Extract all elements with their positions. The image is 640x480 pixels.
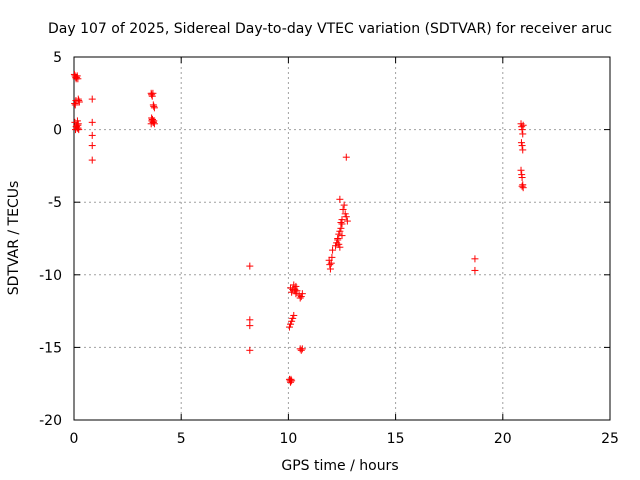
data-point <box>342 213 350 221</box>
data-point <box>338 232 346 240</box>
data-point <box>340 201 348 209</box>
data-point <box>150 102 158 110</box>
data-point <box>285 323 293 331</box>
data-point <box>88 142 96 150</box>
y-axis-label: SDTVAR / TECUs <box>6 181 22 296</box>
data-point <box>74 124 82 132</box>
data-point <box>150 120 158 128</box>
data-point <box>287 320 295 328</box>
data-point <box>289 314 297 322</box>
data-point <box>74 75 82 83</box>
data-point <box>246 262 254 270</box>
data-point <box>71 101 79 109</box>
tick-layer: 0 5 10 15 20 25 -20 -15 -10 -5 0 5 <box>39 50 619 447</box>
data-point <box>73 72 81 80</box>
data-point <box>518 182 526 190</box>
data-point <box>339 205 347 213</box>
data-point <box>290 311 298 319</box>
data-point <box>75 126 83 134</box>
data-point <box>332 242 340 250</box>
data-point <box>75 98 83 106</box>
data-point <box>148 115 156 123</box>
data-point <box>519 184 527 192</box>
data-point <box>326 261 334 269</box>
data-point <box>88 131 96 139</box>
y-tick-label: 0 <box>53 123 62 139</box>
data-point <box>288 377 296 385</box>
data-point <box>471 266 479 274</box>
data-point <box>297 293 305 301</box>
x-tick-label: 10 <box>279 431 297 447</box>
data-point <box>88 118 96 126</box>
data-point <box>288 288 296 296</box>
y-tick-label: -20 <box>39 413 62 429</box>
data-point <box>88 156 96 164</box>
data-point <box>517 139 525 147</box>
data-point <box>72 97 80 105</box>
x-axis-label: GPS time / hours <box>281 458 398 474</box>
data-point <box>148 92 156 100</box>
data-point <box>343 217 351 225</box>
data-point <box>518 126 526 134</box>
data-point <box>150 117 158 125</box>
data-point <box>71 99 79 107</box>
plot-frame <box>73 56 611 421</box>
data-point <box>328 253 336 261</box>
x-tick-label: 25 <box>601 431 619 447</box>
data-point <box>342 153 350 161</box>
data-point <box>287 375 295 383</box>
data-point <box>329 246 337 254</box>
y-tick-label: -10 <box>39 268 62 284</box>
data-point <box>149 89 157 97</box>
data-point <box>335 230 343 238</box>
data-point <box>518 142 526 150</box>
data-point <box>246 346 254 354</box>
data-point <box>519 130 527 138</box>
data-point <box>148 91 156 99</box>
data-point <box>517 166 525 174</box>
data-point <box>341 210 349 218</box>
points-layer <box>70 70 527 386</box>
data-point <box>298 345 306 353</box>
data-point <box>519 146 527 154</box>
data-point <box>298 290 306 298</box>
data-point <box>149 118 157 126</box>
data-point <box>73 121 81 129</box>
chart-title: Day 107 of 2025, Sidereal Day-to-day VTE… <box>48 21 612 37</box>
data-point <box>335 240 343 248</box>
data-point <box>327 259 335 267</box>
x-tick-label: 0 <box>70 431 79 447</box>
data-point <box>88 95 96 103</box>
x-tick-label: 20 <box>494 431 512 447</box>
data-point <box>336 243 344 251</box>
x-tick-label: 15 <box>387 431 405 447</box>
data-point <box>519 121 527 129</box>
y-tick-label: -15 <box>39 340 62 356</box>
data-point <box>338 216 346 224</box>
data-point <box>326 265 334 273</box>
data-point <box>337 219 345 227</box>
data-point <box>297 346 305 354</box>
data-point <box>336 195 344 203</box>
x-tick-label: 5 <box>177 431 186 447</box>
y-tick-label: -5 <box>48 195 62 211</box>
data-point <box>518 174 526 182</box>
y-tick-label: 5 <box>53 50 62 66</box>
data-point <box>150 104 158 112</box>
data-point <box>336 227 344 235</box>
data-point <box>471 255 479 263</box>
data-point <box>246 322 254 330</box>
data-point <box>292 290 300 298</box>
data-point <box>334 236 342 244</box>
data-point <box>288 317 296 325</box>
data-point <box>73 73 81 81</box>
data-point <box>73 117 81 125</box>
data-point <box>291 287 299 295</box>
data-point <box>290 281 298 289</box>
data-point <box>296 294 304 302</box>
